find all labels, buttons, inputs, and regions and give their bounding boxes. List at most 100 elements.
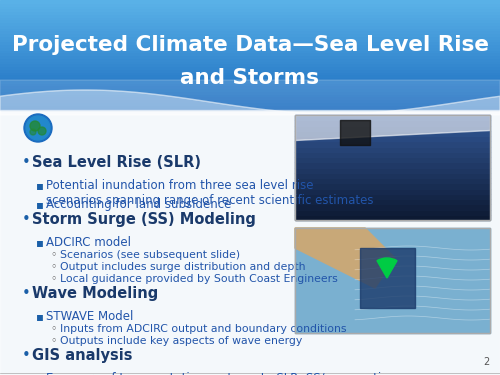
Text: Potential inundation from three sea level rise
scenarios spanning range of recen: Potential inundation from three sea leve…	[46, 179, 374, 207]
Text: 2: 2	[484, 357, 490, 367]
Bar	[295, 157, 490, 162]
Bar	[295, 126, 490, 131]
Bar	[360, 248, 415, 308]
Text: •: •	[22, 348, 31, 363]
Bar	[295, 204, 490, 210]
Bar	[0, 88, 500, 91]
Text: •: •	[22, 212, 31, 227]
Text: Sea Level Rise (SLR): Sea Level Rise (SLR)	[32, 155, 201, 170]
Bar	[295, 183, 490, 189]
Bar	[295, 115, 490, 220]
Bar	[295, 173, 490, 178]
Bar	[0, 82, 500, 85]
Bar	[0, 63, 500, 66]
Text: ▪: ▪	[36, 179, 44, 192]
Bar	[0, 8, 500, 11]
Bar	[0, 80, 500, 82]
Bar	[0, 47, 500, 50]
Bar	[295, 141, 490, 147]
Bar	[0, 72, 500, 74]
Bar	[0, 58, 500, 60]
Text: ▪: ▪	[36, 310, 44, 323]
Text: ◦: ◦	[50, 336, 56, 346]
Bar	[0, 30, 500, 33]
Bar	[0, 25, 500, 27]
Bar	[0, 27, 500, 30]
Text: STWAVE Model: STWAVE Model	[46, 310, 134, 323]
Bar	[295, 194, 490, 199]
Text: ◦: ◦	[50, 262, 56, 272]
Bar	[295, 228, 490, 333]
Text: Inputs from ADCIRC output and boundary conditions: Inputs from ADCIRC output and boundary c…	[60, 324, 346, 334]
Bar	[295, 131, 490, 136]
Bar	[295, 115, 490, 220]
Bar	[0, 60, 500, 63]
Text: ◦: ◦	[50, 324, 56, 334]
Bar	[295, 199, 490, 204]
Bar	[0, 50, 500, 52]
Bar	[295, 210, 490, 215]
Bar	[0, 39, 500, 41]
Bar	[0, 6, 500, 8]
Bar	[0, 55, 500, 58]
Circle shape	[30, 121, 40, 131]
Text: Storm Surge (SS) Modeling: Storm Surge (SS) Modeling	[32, 212, 256, 227]
Bar	[0, 105, 500, 107]
Bar	[0, 107, 500, 110]
Bar	[0, 66, 500, 69]
Text: Projected Climate Data—Sea Level Rise: Projected Climate Data—Sea Level Rise	[12, 35, 488, 55]
Text: •: •	[22, 286, 31, 301]
Bar	[0, 74, 500, 77]
Bar	[295, 168, 490, 173]
Text: ▪: ▪	[36, 372, 44, 375]
Bar	[0, 33, 500, 36]
Bar	[0, 110, 500, 375]
Bar	[295, 120, 490, 126]
Bar	[295, 115, 490, 120]
Bar	[0, 96, 500, 99]
Bar	[295, 178, 490, 183]
Bar	[0, 93, 500, 96]
Text: Wave Modeling: Wave Modeling	[32, 286, 158, 301]
Text: ADCIRC model: ADCIRC model	[46, 236, 131, 249]
Bar	[0, 91, 500, 93]
Text: and Storms: and Storms	[180, 68, 320, 88]
Circle shape	[38, 127, 46, 135]
Text: ◦: ◦	[50, 250, 56, 260]
Bar	[0, 99, 500, 102]
Text: ▪: ▪	[36, 198, 44, 211]
Bar	[0, 102, 500, 105]
Bar	[0, 14, 500, 16]
Bar	[0, 85, 500, 88]
Text: Output includes surge distribution and depth: Output includes surge distribution and d…	[60, 262, 306, 272]
Circle shape	[24, 114, 52, 142]
Bar	[295, 215, 490, 220]
Bar	[0, 110, 500, 375]
Text: •: •	[22, 155, 31, 170]
Bar	[295, 162, 490, 168]
Bar	[295, 152, 490, 157]
Circle shape	[30, 129, 36, 135]
Text: GIS analysis: GIS analysis	[32, 348, 132, 363]
Bar	[0, 52, 500, 55]
Bar	[0, 3, 500, 6]
Text: Outputs include key aspects of wave energy: Outputs include key aspects of wave ener…	[60, 336, 302, 346]
Bar	[295, 228, 490, 333]
Polygon shape	[295, 228, 395, 288]
Text: ◦: ◦	[50, 274, 56, 284]
Bar	[0, 69, 500, 72]
Bar	[0, 36, 500, 39]
Text: Local guidance provided by South Coast Engineers: Local guidance provided by South Coast E…	[60, 274, 338, 284]
Bar	[0, 22, 500, 25]
Bar	[295, 228, 490, 333]
Wedge shape	[377, 258, 397, 278]
Text: Scenarios (see subsequent slide): Scenarios (see subsequent slide)	[60, 250, 240, 260]
Text: Accounting for land subsidence: Accounting for land subsidence	[46, 198, 232, 211]
Bar	[295, 136, 490, 141]
Text: ▪: ▪	[36, 236, 44, 249]
Bar	[0, 41, 500, 44]
Circle shape	[26, 116, 50, 140]
Bar	[295, 189, 490, 194]
Bar	[0, 19, 500, 22]
Bar	[295, 147, 490, 152]
